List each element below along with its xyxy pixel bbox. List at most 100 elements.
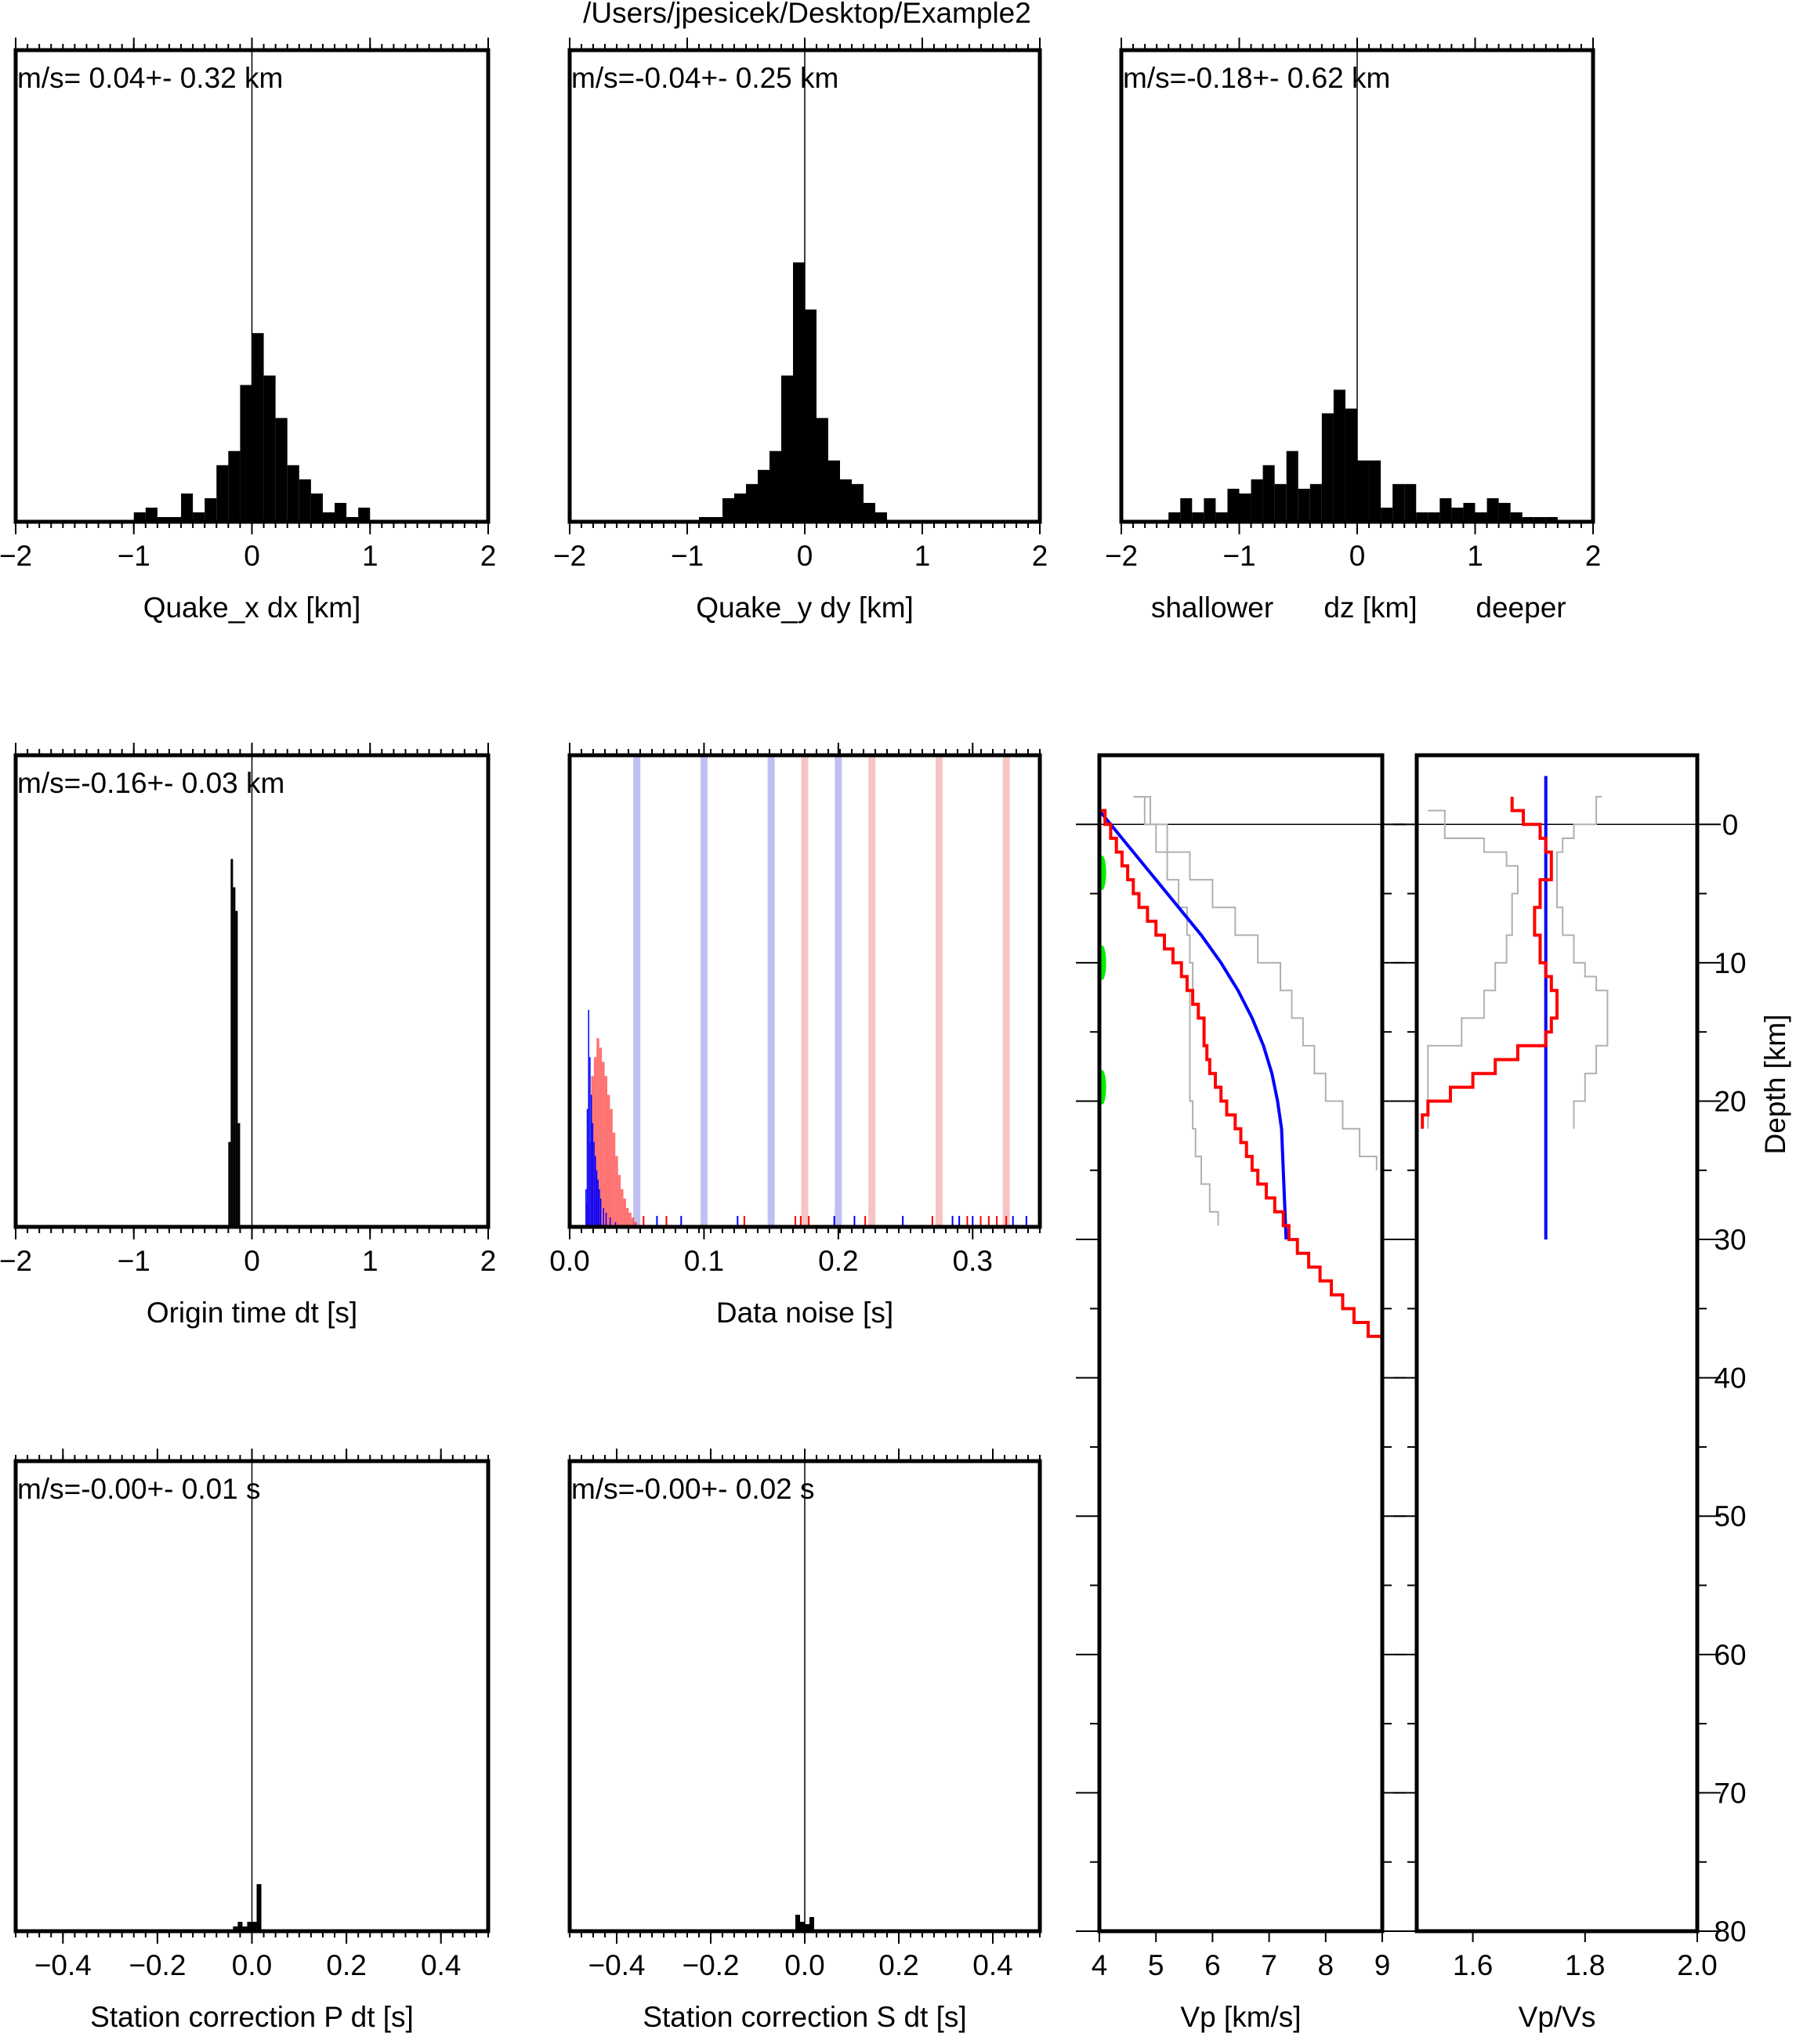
- histogram-bar: [1451, 507, 1464, 522]
- quake-z-panel: −2 −1 0 1 2 m/s=-0.18+- 0.62 km shallower dz [k…: [1105, 38, 1601, 624]
- x-tick-label: −2: [0, 1245, 32, 1277]
- p-noise-bar: [595, 1156, 596, 1227]
- s-noise-bar: [628, 1212, 632, 1227]
- histogram-bar: [809, 1917, 814, 1931]
- plot-frame: [1097, 753, 1385, 1934]
- x-tick-label: −0.4: [34, 1949, 92, 1981]
- histogram-bar: [852, 483, 864, 522]
- x-tick-label: 0: [1349, 540, 1366, 572]
- histogram-bar: [1369, 460, 1381, 522]
- depth-tick-label: 0: [1722, 809, 1739, 841]
- histogram-bar: [864, 502, 875, 522]
- p-noise-bar: [597, 1179, 599, 1227]
- x-tick-label: 2: [480, 540, 497, 572]
- depth-tick-label: 60: [1714, 1639, 1746, 1671]
- depth-tick-label: 70: [1714, 1777, 1746, 1809]
- s-noise-bar: [604, 1076, 607, 1227]
- p-noise-bar: [588, 1010, 589, 1227]
- s-noise-bar: [612, 1132, 616, 1227]
- x-label: Quake_x dx [km]: [143, 591, 361, 624]
- histogram-bar: [1239, 493, 1251, 522]
- histogram-bar: [299, 479, 311, 522]
- x-tick-label: −0.2: [682, 1949, 739, 1981]
- x-tick-label: 6: [1204, 1949, 1221, 1981]
- histogram-bar: [746, 483, 758, 522]
- histogram-bar: [1498, 502, 1511, 522]
- histogram-bar: [699, 516, 711, 522]
- histogram-bar: [805, 309, 817, 522]
- vp-profile-panel: 4 5 6 7 8 9 Vp [km/s]: [1076, 753, 1406, 2033]
- x-tick-label: 1.6: [1453, 1949, 1493, 1981]
- histogram-bar: [1475, 512, 1487, 522]
- x-tick-label: −2: [1105, 540, 1138, 572]
- s-noise-bar: [602, 1062, 605, 1227]
- histogram-bar: [793, 262, 805, 522]
- histogram-bar: [805, 1924, 809, 1931]
- s-noise-bar: [599, 1047, 603, 1227]
- x-label-left: shallower: [1151, 591, 1273, 624]
- histogram-bar: [358, 507, 371, 522]
- histogram-bar: [157, 516, 169, 522]
- histogram-bar: [1286, 450, 1298, 522]
- x-tick-label: 0.0: [232, 1949, 272, 1981]
- histogram-bar: [875, 512, 887, 522]
- x-tick-label: 0: [244, 1245, 260, 1277]
- inverted-model-line: [1099, 809, 1384, 1351]
- histogram-bar: [235, 910, 238, 1227]
- s-noise-bar: [634, 1221, 637, 1227]
- histogram-bar: [335, 502, 347, 522]
- bound-min-line: [1133, 796, 1219, 1226]
- x-tick-label: 7: [1261, 1949, 1277, 1981]
- histogram-bar: [1215, 512, 1228, 522]
- histogram-bar: [795, 1915, 800, 1931]
- histogram-bar: [145, 507, 158, 522]
- histogram-bar: [734, 493, 746, 522]
- p-noise-bar: [585, 1188, 587, 1227]
- p-noise-bar: [609, 1217, 611, 1227]
- histogram-bar: [237, 1123, 241, 1227]
- depth-tick-label: 10: [1714, 947, 1746, 979]
- x-tick-label: 0.2: [878, 1949, 918, 1981]
- x-label: Origin time dt [s]: [147, 1297, 357, 1329]
- histogram-bar: [1404, 483, 1417, 522]
- x-tick-label: 8: [1318, 1949, 1334, 1981]
- x-tick-label: 0.0: [549, 1245, 589, 1277]
- histogram-bar: [1463, 502, 1476, 522]
- histogram-bar: [1392, 483, 1405, 522]
- histogram-bar: [800, 1922, 805, 1931]
- histogram-bar: [1227, 488, 1240, 522]
- quake-y-panel: −2 −1 0 1 2 m/s=-0.04+- 0.25 km Quake_y dy [km…: [553, 38, 1048, 624]
- x-tick-label: 2: [1032, 540, 1048, 572]
- x-tick-label: 0.0: [784, 1949, 824, 1981]
- histogram-bar: [233, 887, 236, 1227]
- station-s-panel: −0.4 −0.2 0.0 0.2 0.4 m/s=-0.00+- 0.02 s Stati…: [567, 1449, 1042, 2033]
- x-tick-label: 0.2: [818, 1245, 858, 1277]
- histogram-bar: [247, 1922, 252, 1931]
- histogram-bar: [193, 512, 205, 522]
- histogram-bar: [1298, 488, 1310, 522]
- x-label: Vp/Vs: [1519, 2001, 1596, 2033]
- x-tick-label: −0.2: [129, 1949, 186, 1981]
- histogram-bar: [1357, 460, 1370, 522]
- s-noise-bar: [621, 1188, 624, 1227]
- histogram-bar: [237, 1922, 243, 1931]
- histogram-bar: [263, 375, 276, 522]
- histogram-bar: [1345, 408, 1357, 522]
- s-noise-bar: [607, 1094, 610, 1227]
- station-p-panel: −0.4 −0.2 0.0 0.2 0.4 m/s=-0.00+- 0.01 s Stati…: [13, 1449, 491, 2033]
- histogram-bar: [781, 375, 793, 522]
- s-noise-bar: [615, 1156, 618, 1227]
- histogram-bar: [1522, 516, 1534, 522]
- x-tick-label: 0: [797, 540, 813, 572]
- s-noise-bar: [593, 1057, 597, 1227]
- s-noise-bar: [596, 1038, 599, 1227]
- vpvs-profile-panel: 1.6 1.8 2.0 Vp/Vs 0 10 20 30 40 50 60 70 80 Depth [km…: [1393, 753, 1791, 2033]
- bound-max-line: [1556, 796, 1609, 1129]
- histogram-bar: [275, 418, 288, 522]
- p-noise-bar: [590, 1094, 592, 1227]
- stats-annotation: m/s=-0.04+- 0.25 km: [571, 62, 838, 94]
- histogram-bar: [256, 1884, 262, 1931]
- x-label-right: deeper: [1476, 591, 1566, 624]
- s-noise-bar: [623, 1198, 626, 1227]
- histogram-bar: [168, 516, 182, 522]
